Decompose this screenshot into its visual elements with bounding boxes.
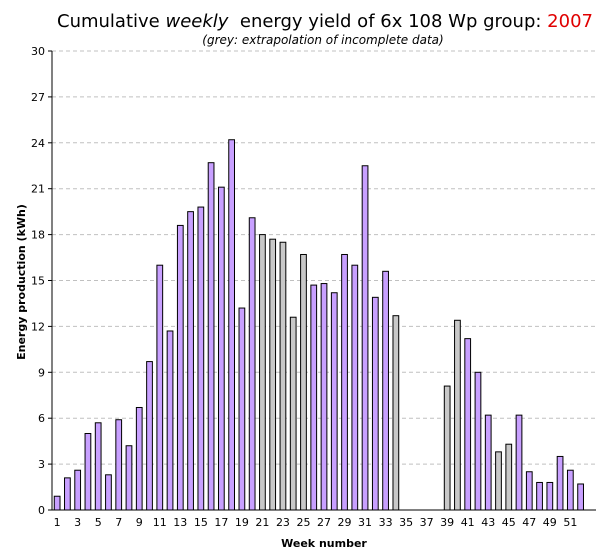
x-tick-labels: 1 3 5 7 9 11 13 15 17 19 21 23 25 27 29 31 33 35 37 39 41 43 4… bbox=[54, 516, 578, 529]
bar-week-45 bbox=[505, 443, 513, 511]
bar-week-48 bbox=[536, 481, 543, 511]
x-tick-label-49: 49 bbox=[543, 516, 557, 529]
bar-week-20 bbox=[248, 217, 256, 511]
x-tick-label-23: 23 bbox=[276, 516, 290, 529]
bar-week-43 bbox=[484, 414, 492, 511]
bar-week-15 bbox=[197, 206, 205, 511]
bar-week-40 bbox=[454, 319, 461, 511]
bar-week-47 bbox=[525, 471, 533, 511]
x-tick-label-15: 15 bbox=[194, 516, 208, 529]
x-tick-label-25: 25 bbox=[296, 516, 310, 529]
bar-week-21 bbox=[259, 234, 266, 511]
y-tick-label-30: 30 bbox=[31, 45, 45, 58]
chart-subtitle: (grey: extrapolation of incomplete data) bbox=[202, 33, 443, 47]
bar-week-28 bbox=[330, 292, 338, 511]
x-tick-label-35: 35 bbox=[399, 516, 413, 529]
bar-week-18 bbox=[228, 139, 235, 511]
x-tick-label-33: 33 bbox=[379, 516, 393, 529]
bar-week-9 bbox=[135, 406, 143, 511]
bar-week-32 bbox=[371, 296, 379, 511]
y-tick-label-15: 15 bbox=[31, 275, 45, 288]
x-tick-label-27: 27 bbox=[317, 516, 331, 529]
y-tick-label-6: 6 bbox=[38, 412, 45, 425]
x-tick-label-39: 39 bbox=[440, 516, 454, 529]
bar-week-49 bbox=[546, 481, 554, 511]
bar-week-4 bbox=[84, 433, 92, 511]
bar-week-50 bbox=[556, 455, 564, 511]
bar-week-24 bbox=[289, 316, 297, 511]
x-tick-label-11: 11 bbox=[153, 516, 167, 529]
bar-week-5 bbox=[94, 422, 102, 511]
bar-week-51 bbox=[566, 469, 574, 511]
x-tick-label-29: 29 bbox=[338, 516, 352, 529]
bar-week-12 bbox=[166, 330, 174, 511]
bar-week-33 bbox=[382, 270, 389, 511]
x-tick-label-31: 31 bbox=[358, 516, 372, 529]
y-tick-label-3: 3 bbox=[38, 458, 45, 471]
x-tick-label-19: 19 bbox=[235, 516, 249, 529]
y-tick-label-9: 9 bbox=[38, 366, 45, 379]
bar-week-3 bbox=[74, 469, 82, 511]
x-tick-label-1: 1 bbox=[54, 516, 61, 529]
x-tick-label-5: 5 bbox=[95, 516, 102, 529]
x-axis-label: Week number bbox=[281, 537, 367, 550]
bar-week-41 bbox=[464, 338, 472, 511]
y-tick-label-12: 12 bbox=[31, 320, 45, 333]
bar-week-34 bbox=[392, 315, 400, 511]
y-tick-label-27: 27 bbox=[31, 91, 45, 104]
bar-week-19 bbox=[238, 307, 246, 511]
y-tick-label-18: 18 bbox=[31, 229, 45, 242]
bar-week-42 bbox=[474, 371, 482, 511]
y-tick-label-24: 24 bbox=[31, 137, 45, 150]
x-tick-label-7: 7 bbox=[115, 516, 122, 529]
bar-week-46 bbox=[515, 414, 523, 511]
x-tick-label-43: 43 bbox=[481, 516, 495, 529]
x-tick-label-13: 13 bbox=[173, 516, 187, 529]
bar-week-1 bbox=[53, 495, 61, 511]
bar-week-7 bbox=[115, 419, 123, 511]
bar-week-30 bbox=[351, 264, 359, 511]
bar-week-39 bbox=[443, 385, 451, 511]
bar-week-26 bbox=[310, 284, 318, 511]
bar-week-10 bbox=[146, 361, 153, 511]
bar-week-11 bbox=[156, 264, 164, 511]
bar-week-29 bbox=[341, 253, 348, 511]
bar-week-17 bbox=[217, 186, 225, 511]
x-tick-label-51: 51 bbox=[563, 516, 577, 529]
bars bbox=[53, 139, 584, 511]
y-axis-label: Energy production (kWh) bbox=[15, 204, 28, 360]
x-tick-label-45: 45 bbox=[502, 516, 516, 529]
chart-title: Cumulative weekly energy yield of 6x 108… bbox=[57, 11, 593, 32]
bar-week-23 bbox=[279, 241, 287, 511]
bar-week-6 bbox=[105, 474, 112, 511]
bar-week-16 bbox=[207, 162, 215, 511]
bar-week-22 bbox=[269, 238, 277, 511]
x-tick-label-37: 37 bbox=[420, 516, 434, 529]
bar-week-31 bbox=[361, 165, 369, 511]
x-tick-label-41: 41 bbox=[461, 516, 475, 529]
y-tick-label-21: 21 bbox=[31, 183, 45, 196]
y-tick-labels: 0 3 6 9 12 15 18 21 24 27 30 bbox=[31, 45, 52, 517]
bar-week-44 bbox=[495, 451, 502, 511]
y-tick-label-0: 0 bbox=[38, 504, 45, 517]
bar-week-14 bbox=[187, 211, 194, 511]
x-tick-label-3: 3 bbox=[74, 516, 81, 529]
x-tick-label-17: 17 bbox=[214, 516, 228, 529]
bar-week-2 bbox=[64, 477, 71, 511]
x-tick-label-21: 21 bbox=[255, 516, 269, 529]
bar-week-8 bbox=[125, 445, 133, 511]
x-tick-label-9: 9 bbox=[136, 516, 143, 529]
x-tick-label-47: 47 bbox=[522, 516, 536, 529]
bar-week-52 bbox=[577, 483, 584, 511]
bar-week-13 bbox=[176, 224, 184, 511]
bar-week-25 bbox=[300, 253, 307, 511]
bar-week-27 bbox=[320, 283, 328, 511]
